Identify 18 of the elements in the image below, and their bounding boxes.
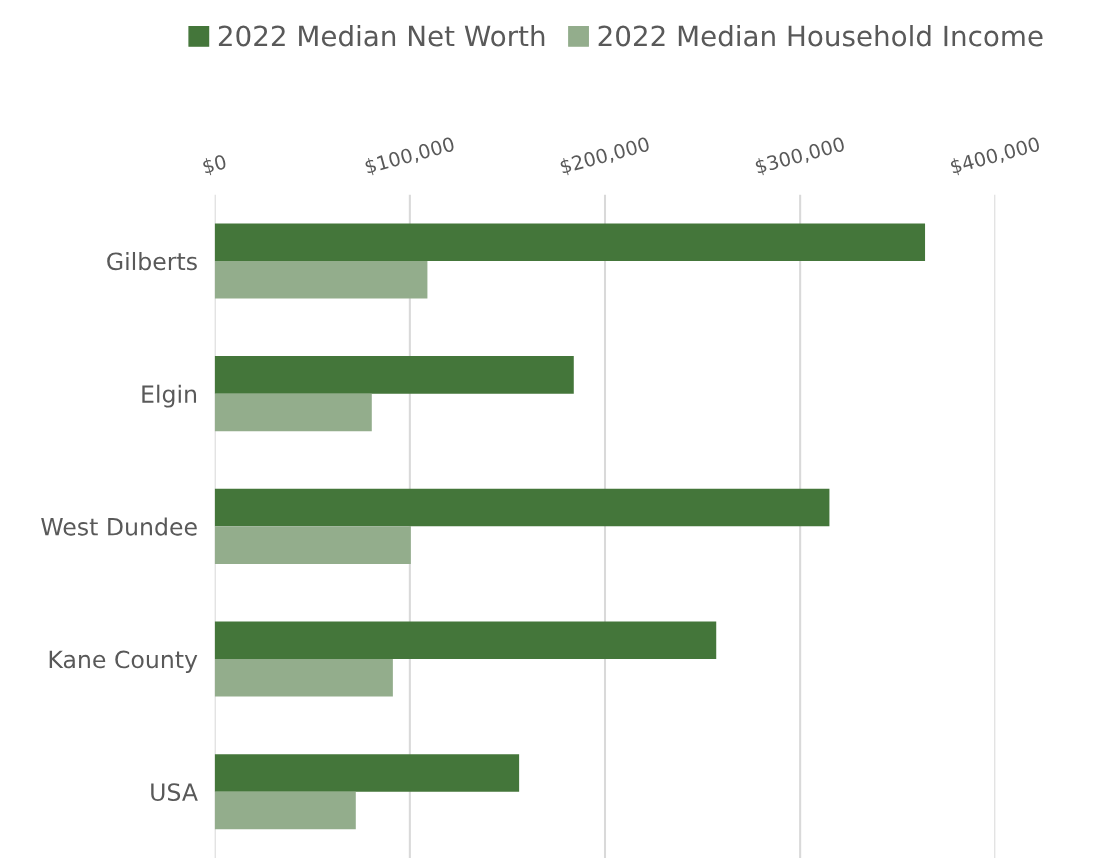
y-tick-label: Kane County xyxy=(49,650,198,673)
y-tick-label: USA xyxy=(151,783,198,802)
bar xyxy=(214,754,520,792)
legend-label: 2022 Median Household Income xyxy=(598,25,1043,47)
bar xyxy=(214,356,574,394)
bar xyxy=(214,223,926,261)
bar xyxy=(214,621,717,660)
y-tick-label: Gilberts xyxy=(107,252,197,271)
bar xyxy=(214,488,830,527)
x-tick-label: $0 xyxy=(201,153,228,177)
y-tick-label: Elgin xyxy=(142,384,197,408)
legend-label: 2022 Median Net Worth xyxy=(218,25,545,47)
bar xyxy=(214,526,411,564)
y-tick-label: West Dundee xyxy=(41,517,197,536)
bar xyxy=(214,393,372,432)
bar xyxy=(214,791,356,830)
bar xyxy=(214,260,428,299)
bar xyxy=(214,659,393,697)
